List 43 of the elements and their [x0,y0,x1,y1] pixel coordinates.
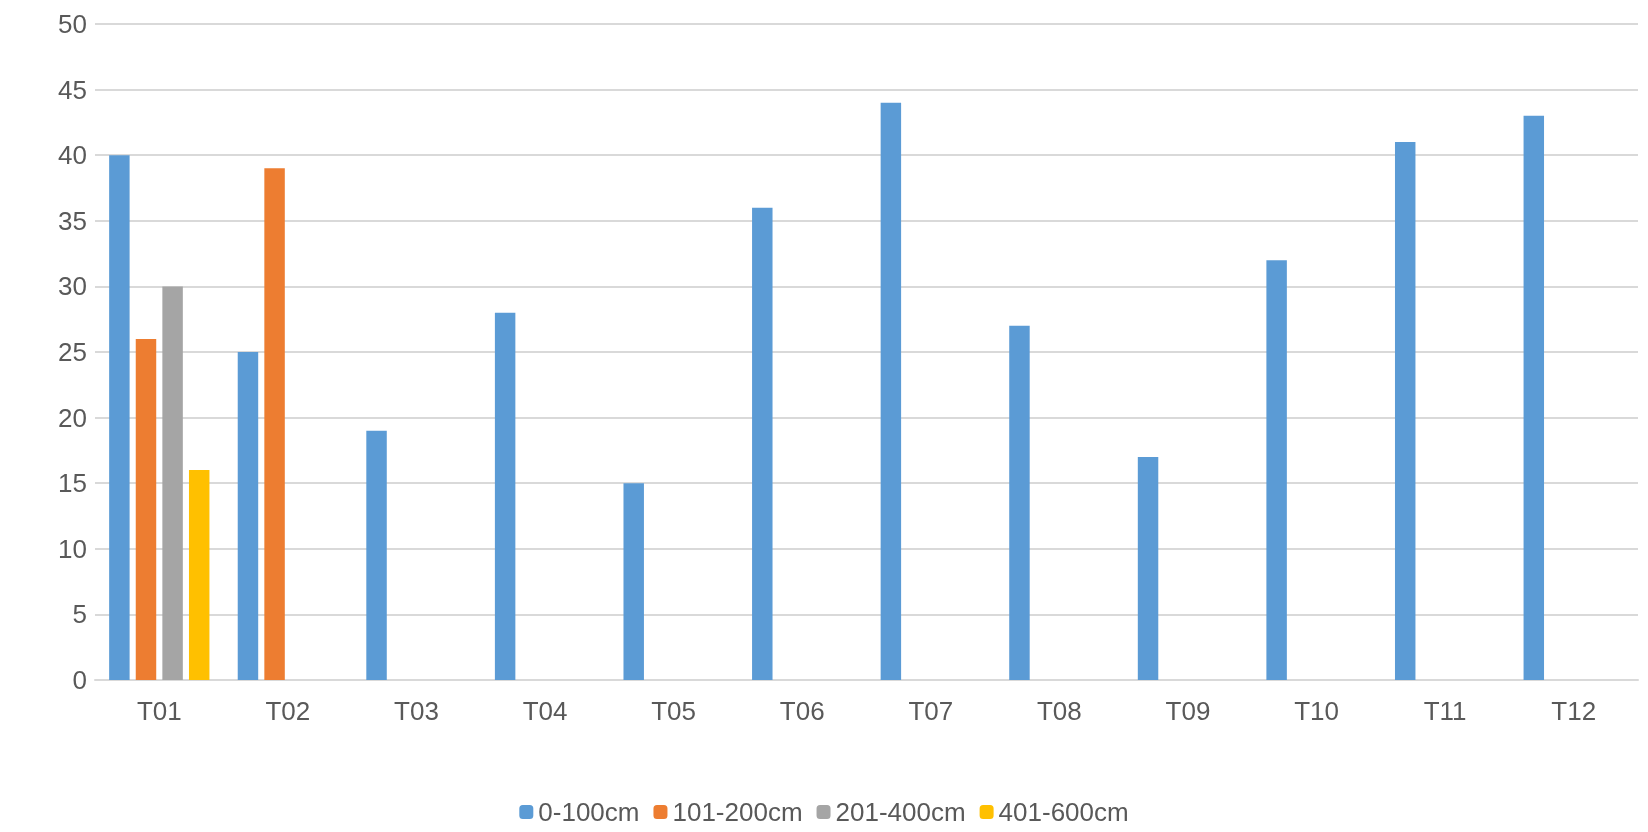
y-tick-label: 35 [58,205,87,236]
x-tick-label: T07 [908,696,954,726]
y-tick-label: 25 [58,337,87,367]
x-tick-label: T09 [1165,696,1211,726]
bar [494,312,516,680]
y-tick-label: 45 [58,74,87,105]
bar [1266,260,1287,680]
bar [1137,456,1159,680]
x-tick-label: T05 [651,696,697,726]
y-tick-label: 50 [58,9,87,39]
legend-label: 401-600cm [998,797,1129,827]
y-tick-label: 40 [58,140,87,171]
legend-label: 201-400cm [835,797,966,827]
y-tick-label: 5 [72,599,87,630]
legend-label: 0-100cm [538,797,640,827]
y-tick-label: 10 [58,533,87,564]
bar [752,207,773,680]
y-tick-label: 15 [58,468,87,499]
bar [1523,115,1545,680]
bar [109,155,130,680]
bar [623,483,644,680]
x-tick-label: T10 [1294,696,1339,726]
x-tick-label: T01 [136,696,182,726]
x-tick-label: T12 [1551,696,1597,726]
x-tick-label: T02 [265,696,311,726]
bar [1394,142,1416,680]
bar [188,470,210,680]
legend-label: 101-200cm [672,797,803,827]
x-tick-label: T03 [394,696,439,726]
x-tick-label: T04 [522,696,568,726]
y-tick-label: 0 [72,665,87,695]
y-tick-label: 30 [58,271,87,302]
bar [135,338,157,680]
x-tick-label: T08 [1036,696,1082,726]
bar [237,352,259,680]
bar [366,430,387,680]
bar [264,168,285,680]
bar [880,102,902,680]
x-tick-label: T11 [1423,696,1467,726]
y-tick-label: 20 [58,402,87,433]
bar [162,286,183,680]
x-tick-label: T06 [779,696,825,726]
bar [1009,325,1030,680]
